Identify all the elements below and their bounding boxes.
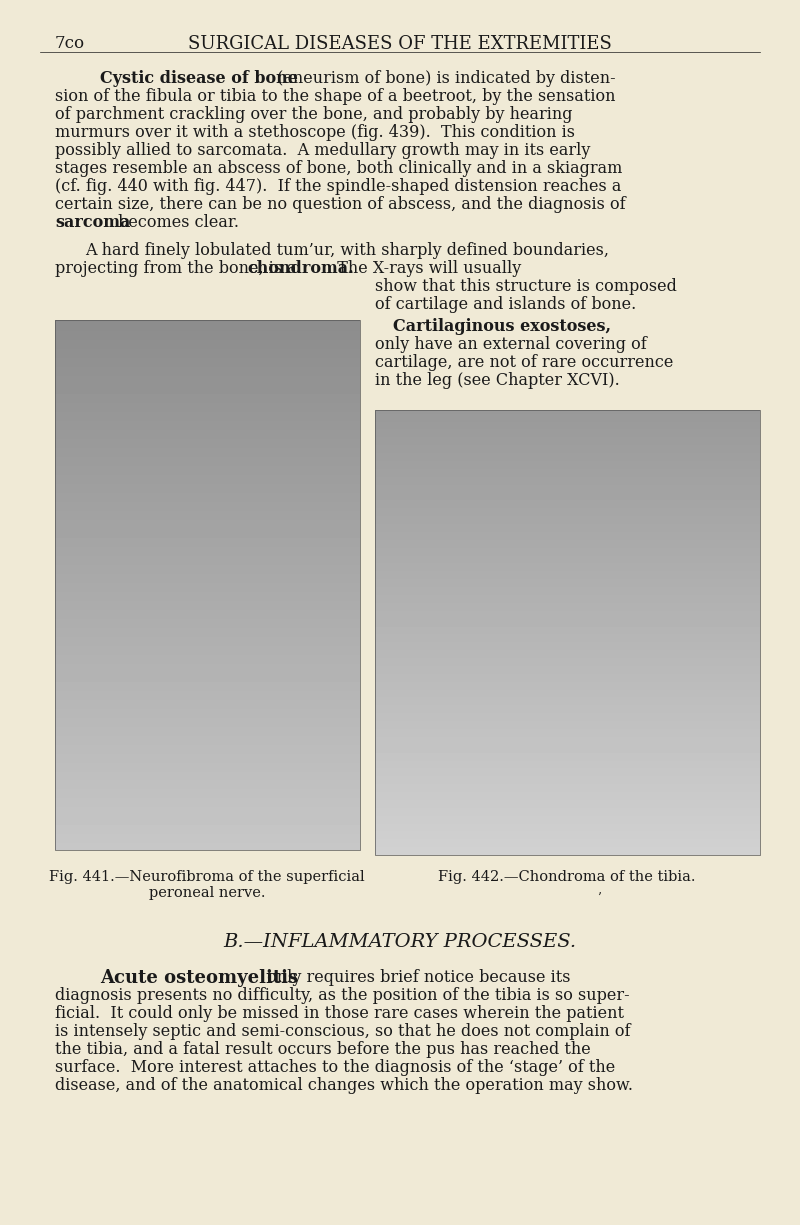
Text: certain size, there can be no question of abscess, and the diagnosis of: certain size, there can be no question o…: [55, 196, 626, 213]
Text: (cf. fig. 440 with fig. 447).  If the spindle-shaped distension reaches a: (cf. fig. 440 with fig. 447). If the spi…: [55, 178, 622, 195]
Text: (aneurism of bone) is indicated by disten-: (aneurism of bone) is indicated by diste…: [272, 70, 616, 87]
Text: of parchment crackling over the bone, and probably by hearing: of parchment crackling over the bone, an…: [55, 107, 573, 122]
Text: surface.  More interest attaches to the diagnosis of the ‘stage’ of the: surface. More interest attaches to the d…: [55, 1058, 615, 1076]
Text: Fig. 441.—Neurofibroma of the superficial: Fig. 441.—Neurofibroma of the superficia…: [49, 870, 365, 884]
Text: Cystic disease of bone: Cystic disease of bone: [100, 70, 298, 87]
Text: the tibia, and a fatal result occurs before the pus has reached the: the tibia, and a fatal result occurs bef…: [55, 1041, 590, 1058]
Text: SURGICAL DISEASES OF THE EXTREMITIES: SURGICAL DISEASES OF THE EXTREMITIES: [188, 36, 612, 53]
Text: stages resemble an abscess of bone, both clinically and in a skiagram: stages resemble an abscess of bone, both…: [55, 160, 622, 176]
Text: murmurs over it with a stethoscope (fig. 439).  This condition is: murmurs over it with a stethoscope (fig.…: [55, 124, 575, 141]
Text: projecting from the bone, is a: projecting from the bone, is a: [55, 260, 302, 277]
Text: Fig. 442.—Chondroma of the tibia.: Fig. 442.—Chondroma of the tibia.: [438, 870, 696, 884]
Text: The X-rays will usually: The X-rays will usually: [327, 260, 522, 277]
Text: Cartilaginous exostoses,: Cartilaginous exostoses,: [393, 318, 611, 334]
Bar: [55, 320, 360, 850]
Text: A hard finely lobulated tum’ur, with sharply defined boundaries,: A hard finely lobulated tum’ur, with sha…: [85, 243, 609, 258]
Bar: [375, 410, 760, 855]
Text: disease, and of the anatomical changes which the operation may show.: disease, and of the anatomical changes w…: [55, 1077, 633, 1094]
Text: only requires brief notice because its: only requires brief notice because its: [262, 969, 570, 986]
Text: cartilage, are not of rare occurrence: cartilage, are not of rare occurrence: [375, 354, 674, 371]
Text: possibly allied to sarcomata.  A medullary growth may in its early: possibly allied to sarcomata. A medullar…: [55, 142, 590, 159]
Text: diagnosis presents no difficulty, as the position of the tibia is so super-: diagnosis presents no difficulty, as the…: [55, 987, 630, 1004]
Text: show that this structure is composed: show that this structure is composed: [375, 278, 677, 295]
Text: 7co: 7co: [55, 36, 85, 51]
Text: becomes clear.: becomes clear.: [113, 214, 239, 232]
Text: sarcoma: sarcoma: [55, 214, 130, 232]
Text: Acute osteomyelitis: Acute osteomyelitis: [100, 969, 298, 987]
Text: of cartilage and islands of bone.: of cartilage and islands of bone.: [375, 296, 636, 314]
Text: ’: ’: [597, 892, 601, 905]
Text: peroneal nerve.: peroneal nerve.: [149, 886, 266, 900]
Text: ficial.  It could only be missed in those rare cases wherein the patient: ficial. It could only be missed in those…: [55, 1004, 624, 1022]
Text: sion of the fibula or tibia to the shape of a beetroot, by the sensation: sion of the fibula or tibia to the shape…: [55, 88, 615, 105]
Text: chondroma.: chondroma.: [247, 260, 354, 277]
Text: is intensely septic and semi-conscious, so that he does not complain of: is intensely septic and semi-conscious, …: [55, 1023, 630, 1040]
Text: only have an external covering of: only have an external covering of: [375, 336, 646, 353]
Text: in the leg (see Chapter XCVI).: in the leg (see Chapter XCVI).: [375, 372, 620, 390]
Text: B.—INFLAMMATORY PROCESSES.: B.—INFLAMMATORY PROCESSES.: [223, 933, 577, 951]
